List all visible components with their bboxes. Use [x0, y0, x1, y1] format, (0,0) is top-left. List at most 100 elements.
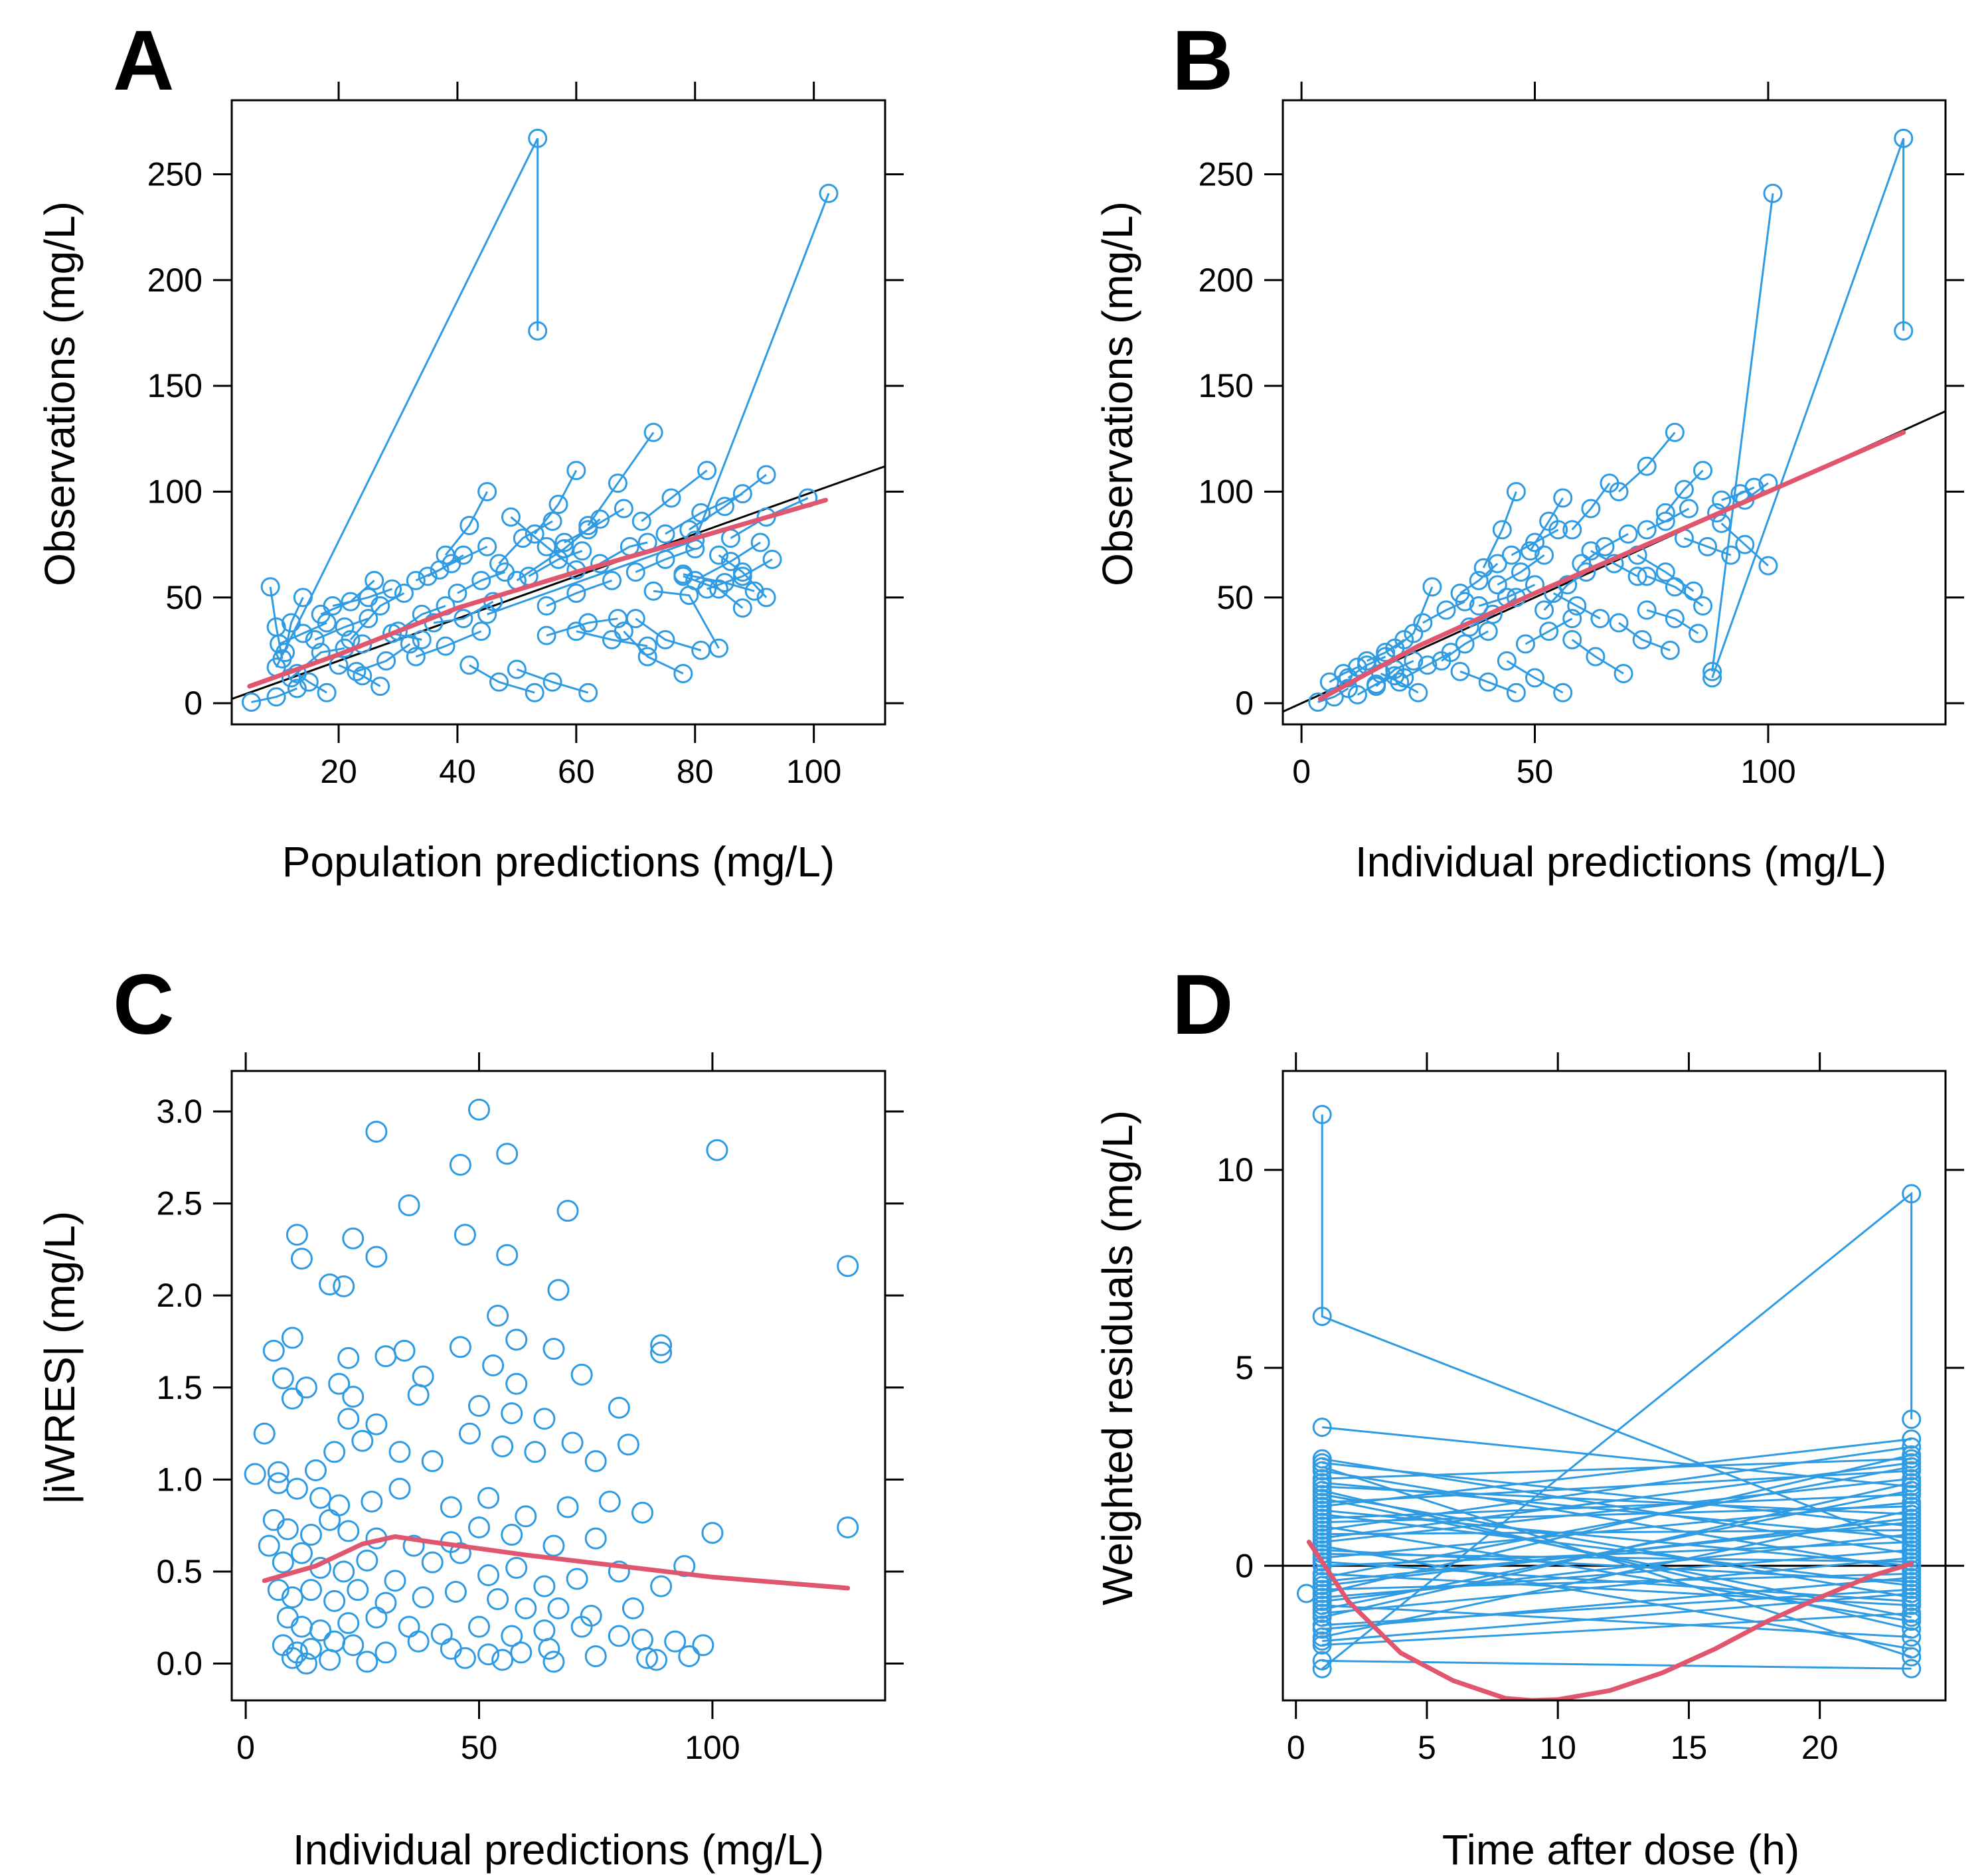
panel-c-data-point [533, 1408, 556, 1430]
panel-a-series-line [469, 664, 535, 694]
panel-a-data-point [756, 465, 776, 485]
panel-c-y-tick-label: 2.5 [156, 1185, 203, 1222]
panel-d-data-point [1902, 1184, 1922, 1204]
panel-b-data-point [1473, 558, 1493, 578]
panel-a-data-point [542, 672, 562, 692]
panel-a-data-point [655, 549, 675, 569]
panel-c-data-point [608, 1625, 630, 1647]
panel-b-data-point [1487, 554, 1507, 574]
panel-c-data-point [468, 1394, 491, 1417]
panel-a-data-point [477, 536, 497, 556]
panel-b-data-point [1609, 613, 1629, 633]
panel-b-data-point [1539, 621, 1559, 641]
panel-c-data-point [290, 1615, 313, 1638]
panel-a-data-point [720, 552, 740, 572]
panel-a-series-line [269, 586, 284, 659]
panel-c-x-tick-label: 100 [685, 1729, 740, 1766]
panel-d-series-line [1322, 1576, 1912, 1631]
panel-b-data-point [1655, 511, 1675, 531]
panel-a-data-point [287, 679, 307, 698]
panel-c-data-point [262, 1339, 285, 1362]
panel-b-data-point [1609, 481, 1629, 501]
panel-b-data-point [1506, 481, 1526, 501]
panel-a-series-line [635, 548, 696, 573]
panel-a-series-line [688, 473, 768, 531]
panel-d-frame [1282, 1070, 1947, 1702]
panel-a-data-point [762, 549, 782, 569]
panel-a-series-line [546, 579, 613, 607]
panel-a-series-line [433, 600, 494, 624]
panel-b-data-point [1553, 488, 1573, 508]
panel-c-data-point [706, 1139, 728, 1161]
panel-a-data-point [673, 664, 693, 684]
panel-b-series-line [1478, 584, 1536, 608]
panel-b-data-point [1347, 685, 1367, 704]
panel-a-data-point [655, 524, 675, 544]
panel-a-data-point [382, 579, 402, 599]
panel-a-series-line [706, 558, 773, 590]
panel-a-data-point [714, 497, 734, 517]
panel-d-data-point [1902, 1508, 1922, 1528]
panel-b-data-point [1511, 562, 1531, 582]
panel-c-frame [230, 1070, 886, 1702]
panel-a-data-point [525, 683, 544, 702]
panel-b-plot-area [1283, 128, 1946, 713]
panel-d-series-line [1322, 1461, 1912, 1528]
panel-b-data-point [1702, 661, 1722, 681]
panel-c-data-point [305, 1459, 327, 1482]
panel-b-y-tick-label: 100 [1199, 473, 1254, 510]
panel-letter-b: B [1172, 13, 1233, 108]
panel-b-data-point [1422, 577, 1442, 597]
panel-b-data-point [1319, 672, 1339, 692]
panel-c-x-tick-label: 0 [236, 1729, 255, 1766]
panel-a-data-point [489, 554, 509, 574]
panel-a-data-point [371, 677, 390, 696]
panel-c-data-point [253, 1422, 276, 1445]
panel-a-data-point [643, 581, 663, 601]
panel-c-data-point [286, 1224, 308, 1246]
panel-c-data-point [570, 1615, 593, 1638]
panel-c-data-point [449, 1153, 471, 1176]
panel-c-data-point [342, 1386, 365, 1408]
panel-c-data-point [276, 1606, 299, 1629]
panel-a-data-point [270, 634, 290, 654]
panel-b-data-point [1367, 674, 1386, 694]
panel-d-data-point [1312, 1453, 1332, 1473]
panel-b-series-line [1683, 537, 1732, 556]
panel-b-series-line [1422, 600, 1465, 624]
panel-c-data-point [398, 1615, 420, 1638]
panel-a-data-point [323, 596, 343, 616]
panel-a-data-point [608, 609, 627, 629]
panel-c-data-point [533, 1619, 556, 1642]
panel-c-data-point [440, 1496, 462, 1518]
panel-d-series-line [1322, 1612, 1912, 1646]
panel-b-x-tick-label: 100 [1740, 753, 1795, 790]
panel-a-data-point [578, 683, 598, 702]
panel-c-y-tick-label: 0.0 [156, 1645, 203, 1682]
panel-c-data-point [608, 1560, 630, 1583]
panel-c-data-point [538, 1637, 560, 1660]
panel-c-data-point [407, 1384, 430, 1406]
panel-c-data-point [342, 1227, 365, 1250]
panel-d-data-point [1312, 1631, 1332, 1651]
panel-a-data-point [578, 520, 598, 540]
panel-d-series-line [1322, 1438, 1912, 1508]
panel-b-y-tick-label: 150 [1199, 367, 1254, 404]
panel-d-data-point [1297, 1584, 1317, 1603]
panel-c-y-tick-label: 1.5 [156, 1369, 203, 1406]
panel-a-data-point [637, 636, 657, 656]
panel-c-data-point [290, 1248, 313, 1270]
panel-d-data-point [1902, 1481, 1922, 1501]
panel-c-data-point [837, 1516, 859, 1538]
panel-a-data-point [732, 598, 752, 618]
panel-a-data-point [602, 570, 622, 590]
panel-c-data-point [631, 1629, 654, 1651]
panel-b-data-point [1534, 600, 1554, 620]
panel-a-x-tick-label: 60 [558, 753, 595, 790]
panel-a-data-point [266, 687, 286, 707]
panel-b-series-line [1543, 571, 1587, 611]
panel-a-series-line [635, 617, 702, 651]
panel-d-data-point [1312, 1659, 1332, 1678]
panel-c-data-point [501, 1402, 523, 1425]
panel-c-data-point [444, 1580, 467, 1603]
